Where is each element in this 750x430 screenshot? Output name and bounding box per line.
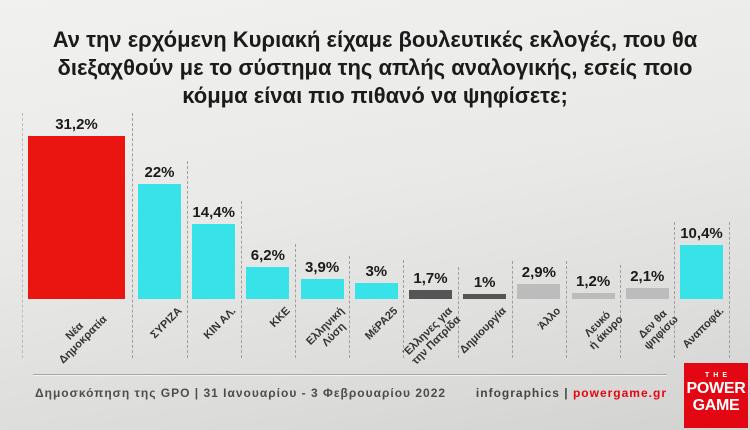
bar-category-text: Ελληνική Λύση [303,305,348,349]
column-separator-line [240,200,242,358]
credits-separator: | [559,386,573,400]
bar [28,136,125,299]
column-separator-line [349,255,351,358]
bar [192,223,236,299]
bar-value-label: 10,4% [680,224,723,242]
column-separator-line [131,113,133,358]
bar-category-text: Έλληνες για την Πατρίδα [400,305,464,368]
bar-category-text: Νέα Δημοκρατία [56,313,110,367]
column-separator-line [620,265,622,358]
bar-value-label: 2,1% [630,268,665,286]
column-separator-line [566,260,567,358]
column-separator-line [674,221,676,358]
column-separator-line [403,260,405,358]
bar-value-label: 1,2% [575,272,611,290]
column-separator-line [295,243,296,358]
chart-title: Αν την ερχόμενη Κυριακή είχαμε βουλευτικ… [52,27,698,108]
bar-category-text: Άλλο [535,305,564,333]
bar-value-label: 31,2% [55,116,98,134]
credits-site-link[interactable]: powergame.gr [572,386,667,400]
bar-category-text: ΚΚΕ [267,305,293,330]
bar-category-text: Δεν θα ψηφίσω [635,307,681,353]
column-separator-line [457,267,459,358]
logo-power: POWER [686,380,746,397]
column-separator-line [511,260,513,358]
bar [625,288,669,299]
bar [517,283,561,299]
bar-value-label: 1,7% [413,270,448,288]
bar-value-label: 22% [144,164,175,182]
bar-value-label: 2,9% [521,263,556,281]
bar-value-label: 14,4% [192,203,235,221]
bar [571,292,615,299]
bar [300,278,344,299]
bar-value-label: 3,9% [304,258,340,276]
bar-category-text: Αναποφά. [680,305,726,351]
bar [354,283,398,299]
column-separator-line [186,161,188,358]
bar-category-text: ΚΙΝ ΑΛ. [201,305,239,342]
bar [246,266,290,299]
bar-category-text: Λευκό ή άκυρο [582,308,627,353]
logo-the: THE [705,372,731,379]
bar [138,184,181,299]
bar [680,244,723,299]
bar [463,293,507,299]
bar [409,290,452,299]
bar-category-text: Δημιουργία [458,305,510,357]
column-separator-line [22,113,23,358]
bar-value-label: 6,2% [250,246,285,264]
bar-category-text: ΜέΡΑ25 [363,305,401,343]
powergame-logo: THE POWER GAME [684,363,748,428]
footer-credits: infographics | powergame.gr [476,386,667,400]
footer-divider [33,374,667,376]
bar-value-label: 3% [365,263,388,281]
bar-value-label: 1% [473,273,496,291]
column-separator-line [728,221,730,358]
bar-category-text: ΣΥΡΙΖΑ [147,305,184,342]
credits-label: infographics [475,386,560,400]
footer-source-text: Δημοσκόπηση της GPO | 31 Ιανουαρίου - 3 … [35,386,447,400]
logo-game: GAME [692,397,740,414]
